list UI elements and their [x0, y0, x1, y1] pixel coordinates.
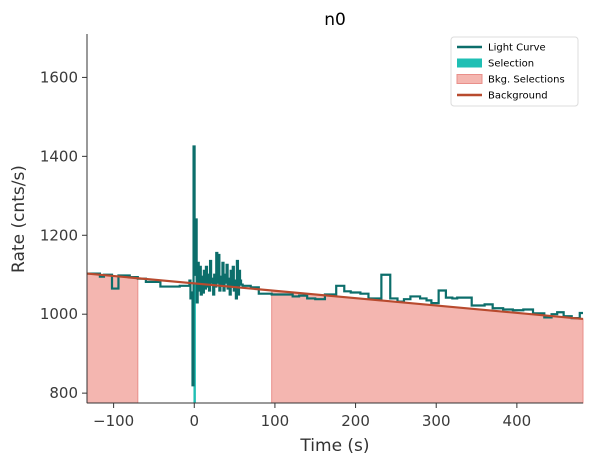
- y-tick-label: 1200: [40, 226, 78, 244]
- y-tick-label: 1000: [40, 305, 78, 323]
- x-tick-label: 0: [189, 412, 199, 430]
- x-tick-label: 400: [503, 412, 532, 430]
- x-tick-label: 200: [341, 412, 370, 430]
- background-fit-line: [86, 272, 584, 321]
- legend-label: Light Curve: [488, 43, 546, 54]
- y-tick-label: 800: [49, 384, 78, 402]
- selection-region: [193, 283, 196, 403]
- y-tick-label: 1600: [40, 68, 78, 86]
- legend-frame: [450, 36, 579, 107]
- legend-swatch-patch: [456, 74, 483, 84]
- legend-label: Background: [488, 91, 548, 102]
- y-axis-label: Rate (cnts/s): [9, 165, 29, 273]
- axes: −100 0 100 200 300 400 800 1000 1200 1400 1600: [40, 34, 583, 430]
- legend: Light Curve Selection Bkg. Selections Backg…: [450, 36, 579, 107]
- y-tick-label: 1400: [40, 147, 78, 165]
- light-curve-line: [87, 145, 583, 387]
- x-tick-label: 300: [422, 412, 451, 430]
- legend-label: Selection: [488, 59, 534, 70]
- legend-label: Bkg. Selections: [488, 75, 565, 86]
- bkg-selection-region-1: [86, 273, 139, 404]
- legend-swatch-patch: [457, 58, 482, 68]
- x-axis-label: Time (s): [299, 436, 369, 456]
- bkg-selection-region-2: [271, 289, 584, 404]
- x-tick-label: 100: [261, 412, 290, 430]
- x-tick-label: −100: [93, 412, 134, 430]
- chart-title: n0: [324, 10, 346, 30]
- plot-area: [86, 145, 584, 404]
